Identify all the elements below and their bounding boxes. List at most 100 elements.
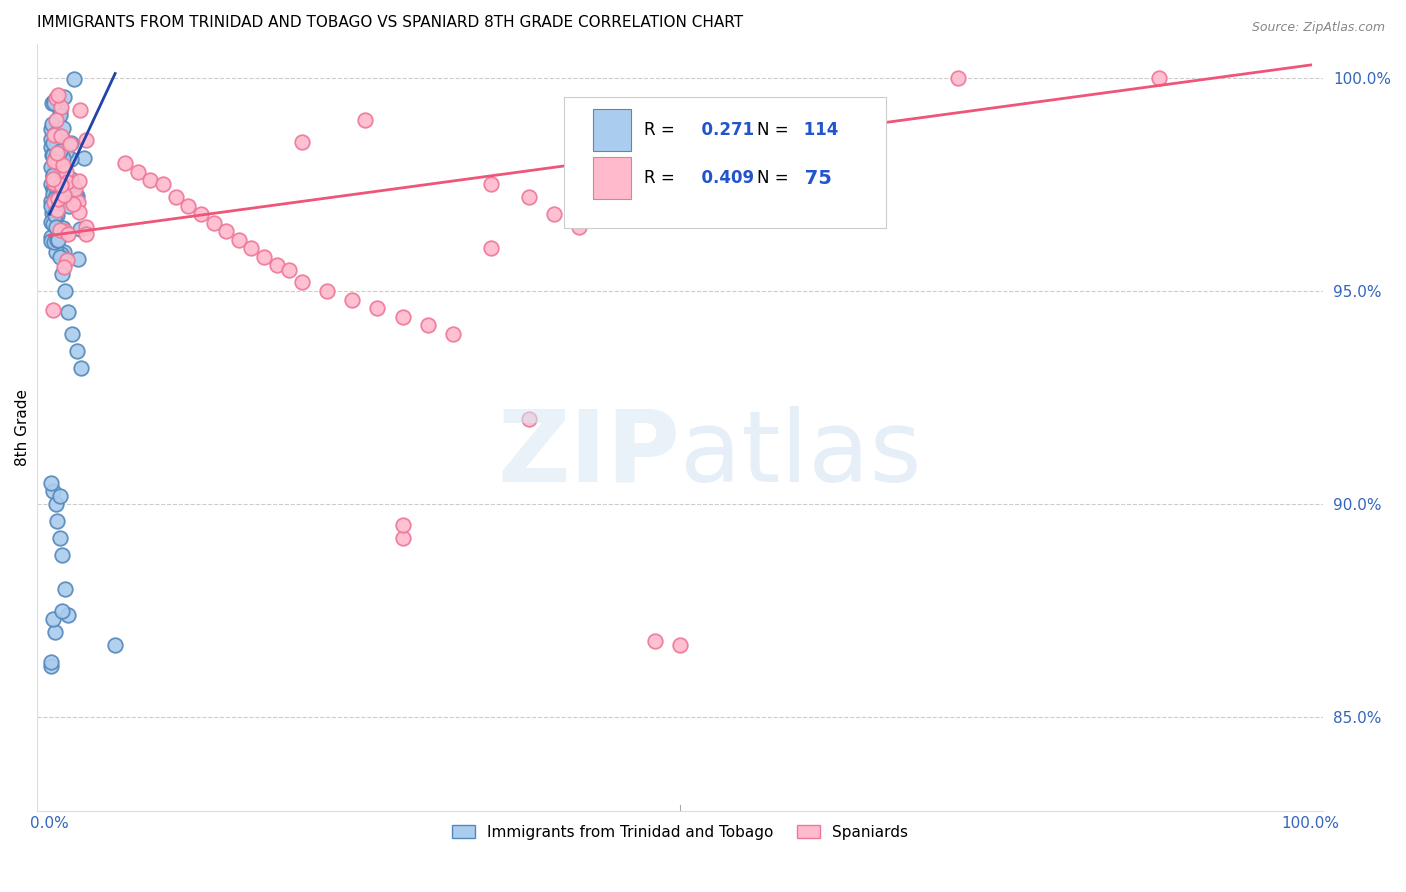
Point [67,174,90,188]
Point [48,186,70,200]
Point [391,518,413,533]
Point [152,178,174,192]
Point [75,227,97,242]
Point [42,128,65,143]
Point [342,293,364,307]
Point [42,95,65,109]
Point [51,177,73,191]
Text: 114: 114 [799,121,839,139]
Point [62,197,84,211]
Point [42,161,65,175]
Point [45,113,67,128]
Point [266,259,288,273]
Point [52,221,75,235]
Point [60,136,83,150]
Point [46,203,69,218]
Point [44,172,66,186]
Point [45,156,67,170]
Point [66,343,89,358]
Point [48,489,70,503]
Point [45,204,67,219]
Point [52,121,75,136]
Point [65,191,87,205]
Point [441,326,464,341]
Point [253,250,276,264]
Point [104,638,127,652]
Text: Source: ZipAtlas.com: Source: ZipAtlas.com [1251,21,1385,34]
Point [46,192,69,206]
Point [49,222,72,236]
Point [53,284,76,298]
Point [66,189,89,203]
Point [41,148,63,162]
Point [45,165,67,179]
Point [39,132,62,146]
Text: IMMIGRANTS FROM TRINIDAD AND TOBAGO VS SPANIARD 8TH GRADE CORRELATION CHART: IMMIGRANTS FROM TRINIDAD AND TOBAGO VS S… [37,15,742,30]
Point [44,191,66,205]
Point [45,90,67,104]
Point [644,633,666,648]
Point [60,172,83,186]
Point [55,181,77,195]
Point [62,72,84,87]
Point [49,103,72,118]
Text: R =: R = [644,169,681,187]
Point [39,475,62,490]
Point [48,233,70,247]
Point [316,284,339,298]
Point [69,103,91,118]
Point [41,235,63,249]
Point [44,128,66,142]
Point [51,604,73,618]
Point [543,207,565,221]
Point [46,514,69,528]
Point [39,194,62,208]
Point [45,220,67,235]
Point [177,199,200,213]
Point [44,181,66,195]
Point [49,108,72,122]
Point [48,195,70,210]
Point [52,158,75,172]
Point [42,612,65,626]
Point [291,276,314,290]
Text: 0.271: 0.271 [690,121,755,139]
Point [58,305,80,319]
Point [45,142,67,156]
Point [75,220,97,235]
Point [58,136,80,151]
Point [44,625,66,640]
Point [45,233,67,247]
Point [60,152,83,166]
Point [39,215,62,229]
Point [42,147,65,161]
Point [51,193,73,207]
Point [56,227,79,241]
Point [44,209,66,223]
Point [48,531,70,545]
Point [49,247,72,261]
Point [52,188,75,202]
FancyBboxPatch shape [564,97,886,227]
Point [41,172,63,186]
Point [51,163,73,178]
Point [228,233,250,247]
Point [44,154,66,169]
Point [42,181,65,195]
Point [42,195,65,210]
Point [46,153,69,167]
Point [52,151,75,165]
Point [49,128,72,143]
Point [44,196,66,211]
Point [240,241,263,255]
Point [202,216,225,230]
Point [46,208,69,222]
Point [45,113,67,128]
Point [114,156,136,170]
Point [353,113,375,128]
Point [42,235,65,250]
Point [45,139,67,153]
Point [42,136,65,151]
Text: 75: 75 [799,169,832,188]
Point [58,608,80,623]
